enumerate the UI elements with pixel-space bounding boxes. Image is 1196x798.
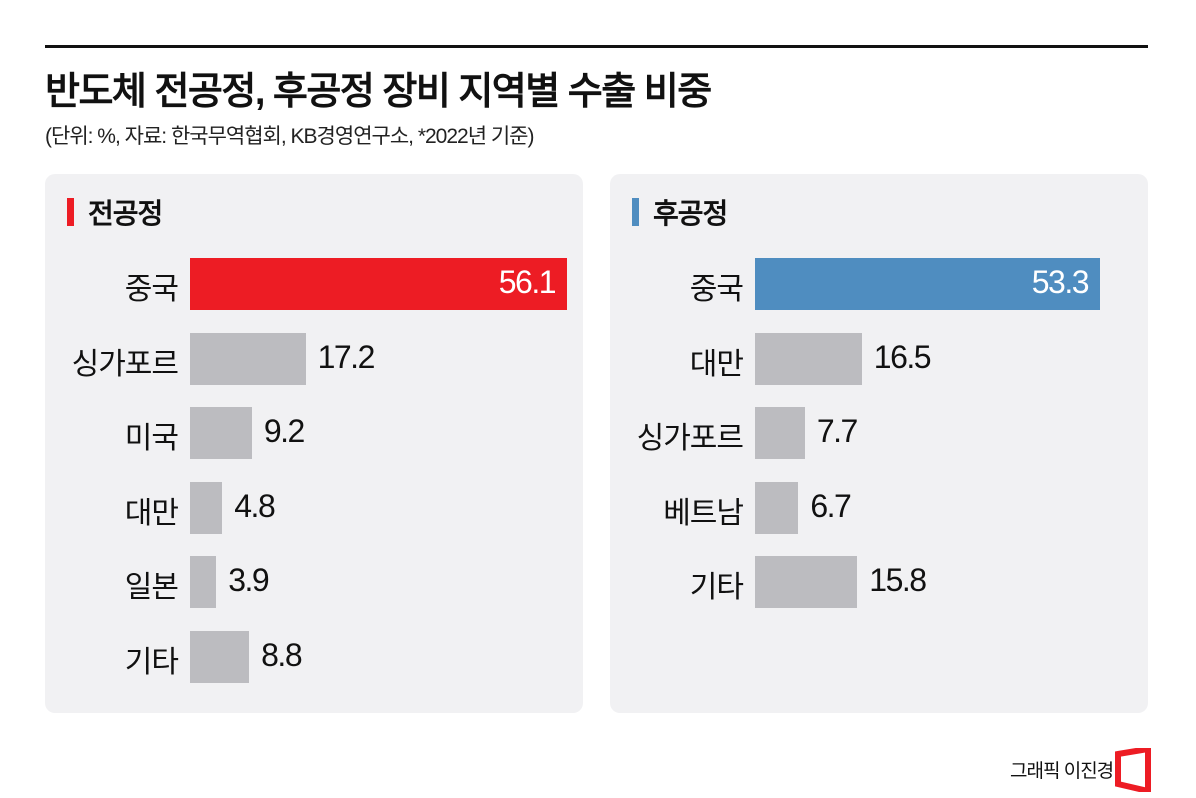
- red-marker-icon: [67, 198, 74, 226]
- category-label: 베트남: [663, 496, 744, 530]
- bar: [190, 481, 223, 534]
- value-label: 16.5: [873, 338, 932, 375]
- bar-row: 일본 3.9: [45, 556, 583, 608]
- bar-row: 대만 4.8: [45, 481, 583, 534]
- value-label: 15.8: [869, 562, 927, 598]
- bar: [190, 630, 250, 683]
- category-label: 기타: [124, 645, 179, 679]
- panel-title-text: 전공정: [88, 198, 163, 229]
- panel-title: 후공정: [632, 192, 728, 232]
- category-label: 중국: [689, 273, 744, 306]
- bar: [190, 407, 252, 459]
- bar-row: 베트남 6.7: [610, 481, 1148, 534]
- bar-row: 대만 16.5: [610, 332, 1148, 385]
- bar: [190, 332, 306, 385]
- category-label: 싱가포르: [636, 422, 744, 455]
- bar-row: 싱가포르 17.2: [45, 332, 583, 385]
- value-label: 53.3: [1031, 264, 1090, 300]
- category-label: 기타: [689, 571, 744, 604]
- blue-marker-icon: [632, 198, 639, 226]
- bar: [755, 407, 805, 459]
- logo-icon: [1115, 748, 1151, 792]
- category-label: 대만: [689, 347, 744, 381]
- chart-title: 반도체 전공정, 후공정 장비 지역별 수출 비중: [45, 71, 712, 113]
- category-label: 대만: [124, 496, 179, 530]
- panel-title-text: 후공정: [653, 198, 728, 229]
- category-label: 중국: [124, 273, 179, 306]
- panel-front-end: 전공정 중국 56.1 싱가포르 17.2 미국 9.2 대만 4.8 일본 3.9 기타 8.8: [45, 174, 583, 713]
- value-label: 4.8: [234, 487, 275, 524]
- panel-title: 전공정: [67, 192, 163, 232]
- bar-row: 미국 9.2: [45, 407, 583, 459]
- bar: [755, 481, 799, 534]
- bar: [755, 332, 862, 385]
- value-label: 17.2: [317, 338, 376, 375]
- bar: [190, 258, 567, 310]
- value-label: 56.1: [498, 264, 557, 300]
- credit: 그래픽 이진경: [1010, 761, 1114, 782]
- category-label: 미국: [124, 422, 179, 455]
- bar-row: 기타 8.8: [45, 630, 583, 683]
- bar-row: 중국 56.1: [45, 258, 583, 310]
- chart-subtitle: (단위: %, 자료: 한국무역협회, KB경영연구소, *2022년 기준): [45, 125, 534, 148]
- category-label: 일본: [124, 571, 179, 604]
- value-label: 3.9: [228, 562, 269, 598]
- value-label: 8.8: [261, 636, 302, 673]
- value-label: 9.2: [263, 413, 305, 449]
- value-label: 7.7: [816, 413, 858, 449]
- bar-row: 중국 53.3: [610, 258, 1148, 310]
- value-label: 6.7: [810, 487, 851, 524]
- bar: [755, 556, 858, 608]
- category-label: 싱가포르: [71, 347, 179, 381]
- bar: [755, 258, 1100, 310]
- panel-back-end: 후공정 중국 53.3 대만 16.5 싱가포르 7.7 베트남 6.7 기타 15.8: [610, 174, 1148, 713]
- bar-row: 기타 15.8: [610, 556, 1148, 608]
- top-rule: [45, 45, 1148, 48]
- bar: [190, 556, 217, 608]
- bar-row: 싱가포르 7.7: [610, 407, 1148, 459]
